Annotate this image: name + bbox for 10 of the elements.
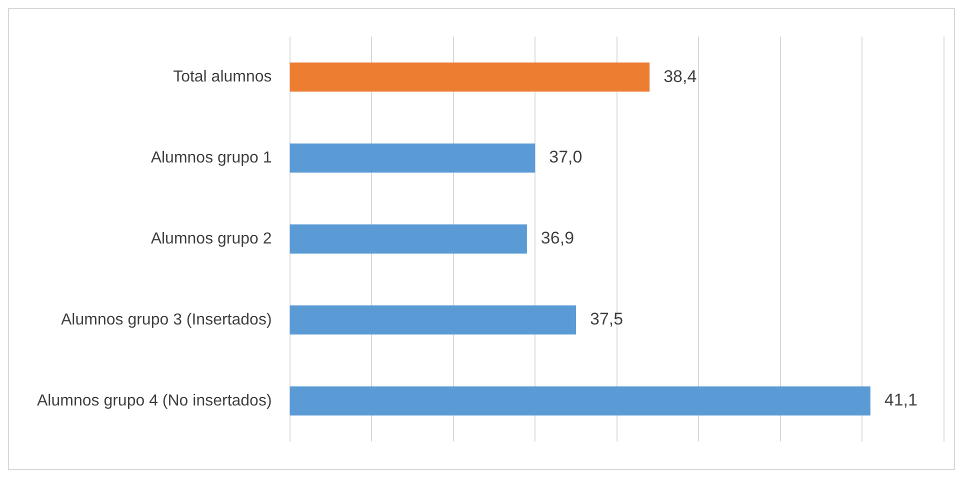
y-tick-label: Alumnos grupo 1 [150, 149, 272, 166]
y-tick-label: Alumnos grupo 4 (No insertados) [37, 392, 272, 410]
y-tick-label: Total alumnos [173, 68, 272, 86]
data-label: 37,5 [590, 310, 624, 329]
y-tick-label: Alumnos grupo 2 [150, 230, 272, 248]
y-tick-label: Alumnos grupo 3 (Insertados) [61, 311, 272, 328]
data-label: 36,9 [540, 228, 574, 248]
data-label: 41,1 [884, 390, 918, 410]
data-label: 38,4 [664, 66, 697, 86]
data-label: 37,0 [549, 148, 582, 167]
